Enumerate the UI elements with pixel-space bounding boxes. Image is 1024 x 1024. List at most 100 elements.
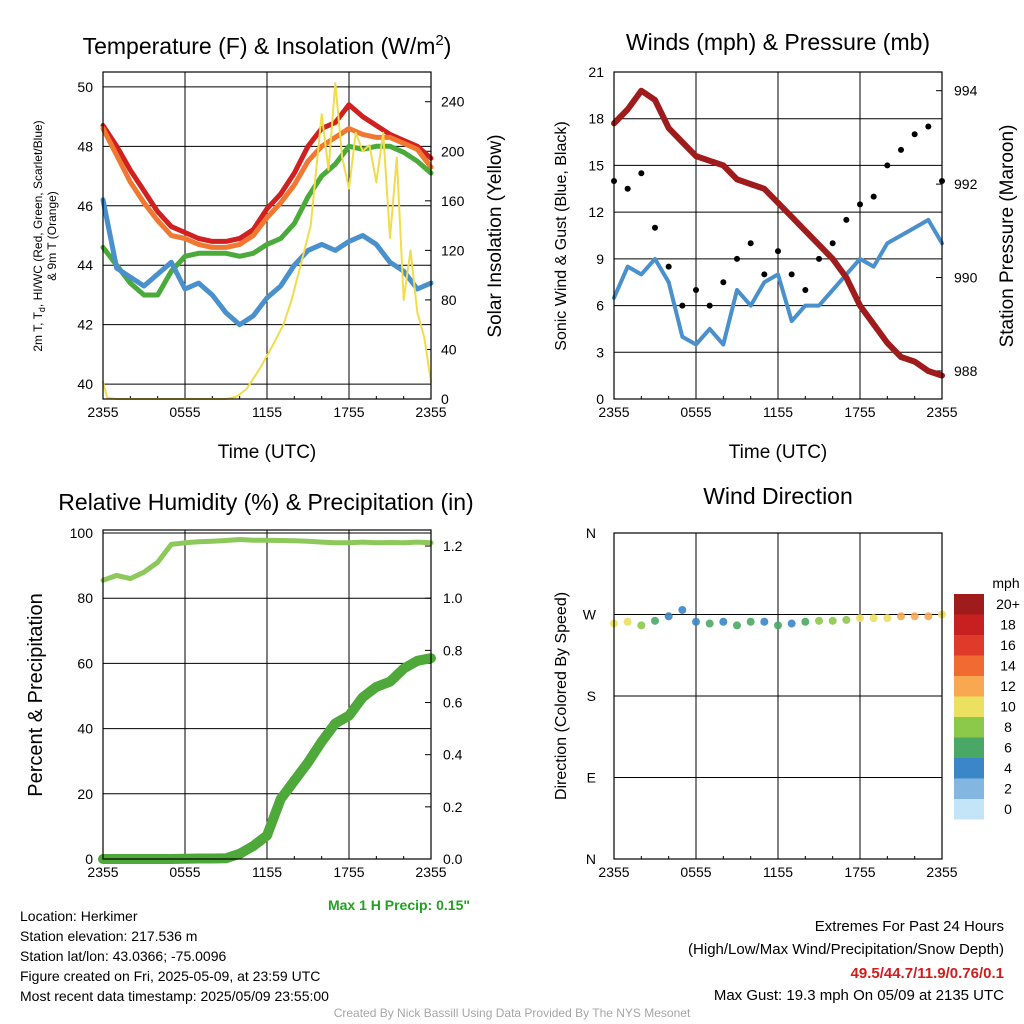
gust-point bbox=[925, 123, 932, 130]
direction-point bbox=[746, 617, 755, 626]
gust-point bbox=[624, 185, 631, 192]
direction-point bbox=[760, 617, 769, 626]
rh-plot-frame bbox=[102, 529, 432, 860]
wind-y-tick-label: 12 bbox=[588, 204, 604, 220]
direction-point bbox=[623, 617, 632, 626]
dir-y-tick-label: W bbox=[583, 607, 597, 623]
gust-point bbox=[720, 279, 727, 286]
gust-point bbox=[747, 240, 754, 247]
rh-x-tick-label: 1755 bbox=[333, 864, 364, 880]
dir-y-axis-label: Direction (Colored By Speed) bbox=[553, 592, 570, 800]
temp-y-tick-label: 44 bbox=[77, 257, 93, 273]
direction-point bbox=[719, 617, 728, 626]
extremes-heading: Extremes For Past 24 Hours bbox=[814, 918, 1004, 935]
wind-y-tick-label: 15 bbox=[588, 157, 604, 173]
extremes-values: 49.5/44.7/11.9/0.76/0.1 bbox=[850, 965, 1004, 982]
direction-point bbox=[692, 617, 700, 626]
dir-x-tick-label: 0555 bbox=[680, 864, 711, 880]
humidity-line bbox=[100, 537, 434, 583]
rh-y2-tick-label: 0.6 bbox=[443, 695, 463, 711]
temp-y2-axis-label: Solar Insolation (Yellow) bbox=[485, 134, 506, 337]
direction-point bbox=[801, 617, 810, 626]
dir-y-tick-label: N bbox=[586, 525, 596, 541]
gust-point bbox=[761, 271, 768, 278]
legend-label: 16 bbox=[1000, 637, 1016, 653]
direction-point bbox=[774, 621, 782, 630]
temp-x-tick-label: 2355 bbox=[415, 404, 446, 420]
gust-point bbox=[843, 216, 850, 223]
temp-x-tick-label: 1755 bbox=[333, 404, 364, 420]
temp-y2-tick-label: 240 bbox=[441, 94, 465, 110]
direction-point bbox=[828, 616, 837, 625]
dir-y-tick-label: E bbox=[587, 770, 596, 786]
gust-point bbox=[857, 201, 863, 208]
rh-y2-tick-label: 0.8 bbox=[443, 642, 463, 658]
temp-x-axis-label: Time (UTC) bbox=[218, 442, 317, 463]
gust-point bbox=[734, 255, 740, 262]
wind-y-tick-label: 3 bbox=[596, 344, 604, 360]
direction-point bbox=[787, 619, 796, 628]
direction-point bbox=[869, 614, 878, 623]
dir-x-tick-label: 1155 bbox=[763, 864, 793, 880]
temp-y2-tick-label: 40 bbox=[441, 341, 457, 357]
temp-y-axis-label-line2: & 9m T (Orange) bbox=[45, 191, 59, 281]
dir-x-tick-label: 2355 bbox=[926, 864, 957, 880]
temp-y-axis-label: 2m T, Td, HI/WC (Red, Green, Scarlet/Blu… bbox=[31, 120, 47, 351]
rh-y2-tick-label: 0.0 bbox=[443, 851, 463, 867]
gust-point bbox=[693, 287, 699, 293]
direction-point bbox=[856, 614, 864, 623]
temp-y2-tick-label: 120 bbox=[441, 242, 465, 258]
rh-x-tick-label: 1155 bbox=[252, 864, 282, 880]
wind-plot-frame bbox=[613, 71, 943, 400]
wind-x-tick-label: 1155 bbox=[763, 404, 793, 420]
direction-point bbox=[815, 616, 823, 625]
wind-y-tick-label: 18 bbox=[588, 111, 604, 127]
temp-series-line bbox=[100, 126, 434, 250]
legend-label: 0 bbox=[1004, 801, 1012, 817]
rh-x-tick-label: 2355 bbox=[87, 864, 118, 880]
legend-swatch bbox=[954, 737, 984, 758]
dir-chart-title: Wind Direction bbox=[703, 483, 853, 509]
legend-label: 6 bbox=[1004, 740, 1012, 756]
temp-series-line bbox=[100, 102, 434, 244]
wind-y-axis-label: Sonic Wind & Gust (Blue, Black) bbox=[553, 121, 570, 350]
legend-swatch bbox=[954, 635, 984, 656]
legend-swatch bbox=[954, 594, 984, 615]
rh-y-tick-label: 60 bbox=[77, 655, 93, 671]
wind-x-tick-label: 1755 bbox=[844, 404, 875, 420]
gust-point bbox=[775, 248, 781, 255]
extremes-subheading: (High/Low/Max Wind/Precipitation/Snow De… bbox=[688, 941, 1004, 958]
rh-y-axis-label: Percent & Precipitation bbox=[25, 593, 47, 796]
direction-point bbox=[637, 621, 646, 630]
rh-y-tick-label: 0 bbox=[85, 851, 93, 867]
direction-point bbox=[733, 621, 741, 630]
station-elevation: Station elevation: 217.536 m bbox=[20, 928, 198, 944]
rh-x-tick-label: 2355 bbox=[415, 864, 446, 880]
rh-y2-tick-label: 1.2 bbox=[443, 538, 463, 554]
wind-speed-line bbox=[612, 217, 944, 347]
wind-x-axis-label: Time (UTC) bbox=[729, 442, 828, 463]
max-precip-annotation: Max 1 H Precip: 0.15" bbox=[328, 897, 470, 913]
legend-label: 20+ bbox=[996, 596, 1020, 612]
temp-x-tick-label: 2355 bbox=[87, 404, 118, 420]
max-gust: Max Gust: 19.3 mph On 05/09 at 2135 UTC bbox=[713, 987, 1004, 1004]
gust-point bbox=[911, 131, 918, 138]
legend-label: 10 bbox=[1000, 699, 1016, 715]
legend-swatch bbox=[954, 799, 984, 820]
legend-swatch bbox=[954, 696, 984, 717]
wind-y2-tick-label: 990 bbox=[954, 270, 978, 286]
wind-y2-axis-label: Station Pressure (Maroon) bbox=[997, 125, 1018, 348]
wind-chart-title: Winds (mph) & Pressure (mb) bbox=[626, 29, 930, 55]
direction-point bbox=[883, 614, 892, 623]
temp-y-tick-label: 42 bbox=[77, 317, 93, 333]
wind-y-tick-label: 6 bbox=[596, 298, 604, 314]
legend-label: 4 bbox=[1004, 760, 1012, 776]
station-location: Location: Herkimer bbox=[20, 908, 138, 924]
temp-y-tick-label: 50 bbox=[77, 79, 93, 95]
credit-line: Created By Nick Bassill Using Data Provi… bbox=[333, 1006, 691, 1020]
wind-y2-tick-label: 988 bbox=[954, 363, 978, 379]
rh-y-tick-label: 20 bbox=[77, 786, 93, 802]
temp-plot-frame bbox=[102, 71, 432, 400]
legend-label: 2 bbox=[1004, 781, 1012, 797]
